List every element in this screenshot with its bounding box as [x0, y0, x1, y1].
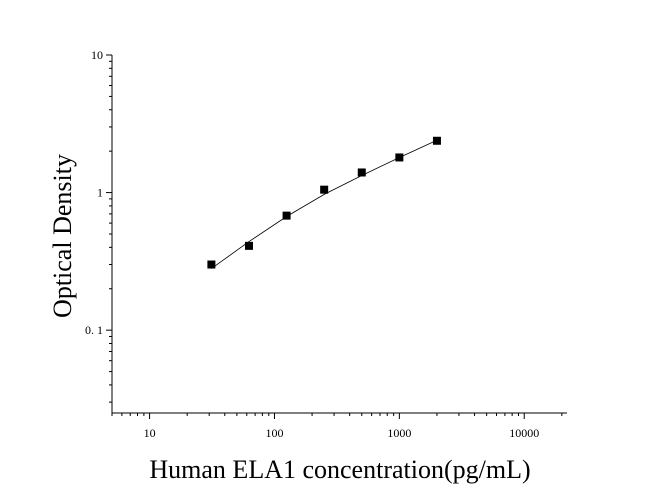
x-tick-label: 1000 — [387, 426, 411, 440]
x-axis-title: Human ELA1 concentration(pg/mL) — [149, 455, 530, 484]
data-point — [357, 168, 366, 177]
x-ticks: 10 100 1000 10000 — [111, 413, 563, 440]
axes — [111, 55, 567, 414]
y-tick-label: 1 — [97, 186, 103, 200]
y-tick-label: 0. 1 — [85, 323, 103, 337]
x-tick-label: 10000 — [509, 426, 539, 440]
y-axis-title: Optical Density — [48, 154, 77, 318]
data-point — [395, 153, 404, 162]
y-tick-label: 10 — [91, 48, 103, 62]
x-tick-label: 100 — [265, 426, 283, 440]
data-point — [282, 211, 291, 220]
data-points — [207, 136, 441, 269]
data-point — [244, 241, 253, 250]
data-point — [432, 136, 441, 145]
data-point — [320, 185, 329, 194]
y-ticks: 0. 1 1 10 — [85, 48, 112, 403]
data-point — [207, 260, 216, 269]
x-tick-label: 10 — [144, 426, 156, 440]
